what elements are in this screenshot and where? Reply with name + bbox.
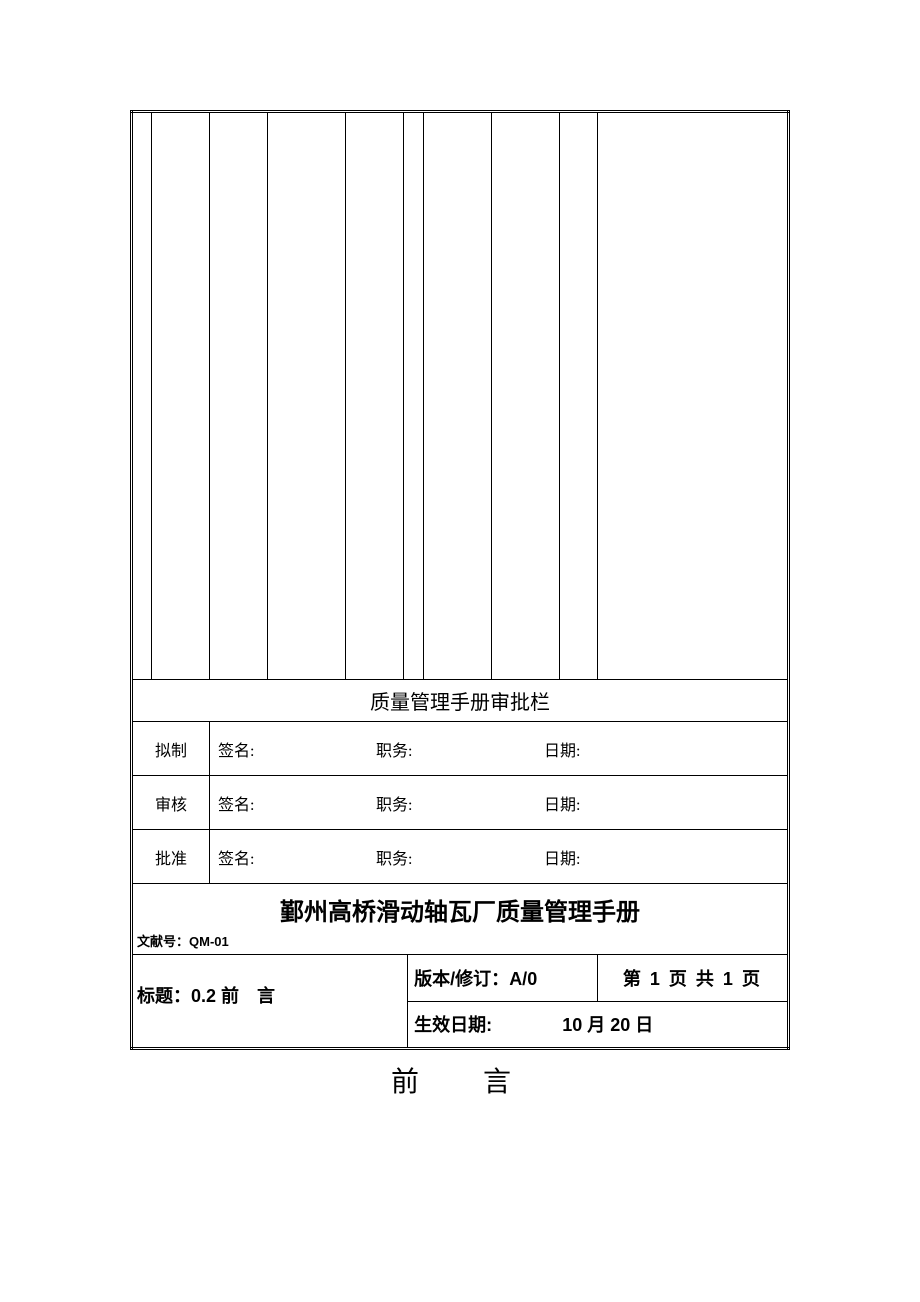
topic-label: 标题： <box>137 986 191 1006</box>
role-label: 审核 <box>132 776 210 830</box>
signature-label: 签名: <box>218 791 278 815</box>
approval-fields: 签名: 职务: 日期: <box>210 776 789 830</box>
topic-cell: 标题：0.2 前 言 <box>133 955 408 1047</box>
duty-label: 职务: <box>376 791 436 815</box>
doc-no-value: QM-01 <box>189 934 229 949</box>
approval-section-title: 质量管理手册审批栏 <box>132 680 789 722</box>
page-cell: 第 1 页 共 1 页 <box>597 955 787 1001</box>
page-pre: 第 <box>623 969 650 989</box>
page-current: 1 <box>650 969 662 989</box>
approval-fields: 签名: 职务: 日期: <box>210 830 789 884</box>
effective-value: 10 月 20 日 <box>562 1015 653 1035</box>
page-mid: 页 共 <box>662 969 723 989</box>
signature-label: 签名: <box>218 737 278 761</box>
info-table: 标题：0.2 前 言 版本/修订：A/0 第 1 页 共 1 页 生效日期: 1… <box>133 955 787 1047</box>
info-row: 标题：0.2 前 言 版本/修订：A/0 第 1 页 共 1 页 生效日期: 1… <box>132 955 789 1049</box>
approval-fields: 签名: 职务: 日期: <box>210 722 789 776</box>
document-number: 文献号：QM-01 <box>133 929 787 954</box>
version-label: 版本/修订： <box>414 969 509 989</box>
doc-no-label: 文献号： <box>137 934 189 949</box>
role-label: 批准 <box>132 830 210 884</box>
version-value: A/0 <box>509 969 537 989</box>
page-total: 1 <box>723 969 735 989</box>
manual-title: 鄞州高桥滑动轴瓦厂质量管理手册 <box>133 884 787 929</box>
upper-grid-row <box>132 112 789 680</box>
date-label: 日期: <box>544 845 604 869</box>
effective-date-cell: 生效日期: 10 月 20 日 <box>408 1001 787 1047</box>
page-post: 页 <box>735 969 762 989</box>
approval-row-draft: 拟制 签名: 职务: 日期: <box>132 722 789 776</box>
document-frame: 质量管理手册审批栏 拟制 签名: 职务: 日期: 审核 签名: 职务: 日期: … <box>130 110 790 1050</box>
duty-label: 职务: <box>376 845 436 869</box>
approval-row-approve: 批准 签名: 职务: 日期: <box>132 830 789 884</box>
date-label: 日期: <box>544 737 604 761</box>
topic-value: 0.2 前 言 <box>191 986 275 1006</box>
signature-label: 签名: <box>218 845 278 869</box>
effective-label: 生效日期: <box>414 1015 492 1035</box>
manual-title-row: 鄞州高桥滑动轴瓦厂质量管理手册 文献号：QM-01 <box>132 884 789 955</box>
approval-row-review: 审核 签名: 职务: 日期: <box>132 776 789 830</box>
version-cell: 版本/修订：A/0 <box>408 955 598 1001</box>
approval-section-title-row: 质量管理手册审批栏 <box>132 680 789 722</box>
page-heading: 前 言 <box>130 1050 790 1100</box>
date-label: 日期: <box>544 791 604 815</box>
duty-label: 职务: <box>376 737 436 761</box>
role-label: 拟制 <box>132 722 210 776</box>
